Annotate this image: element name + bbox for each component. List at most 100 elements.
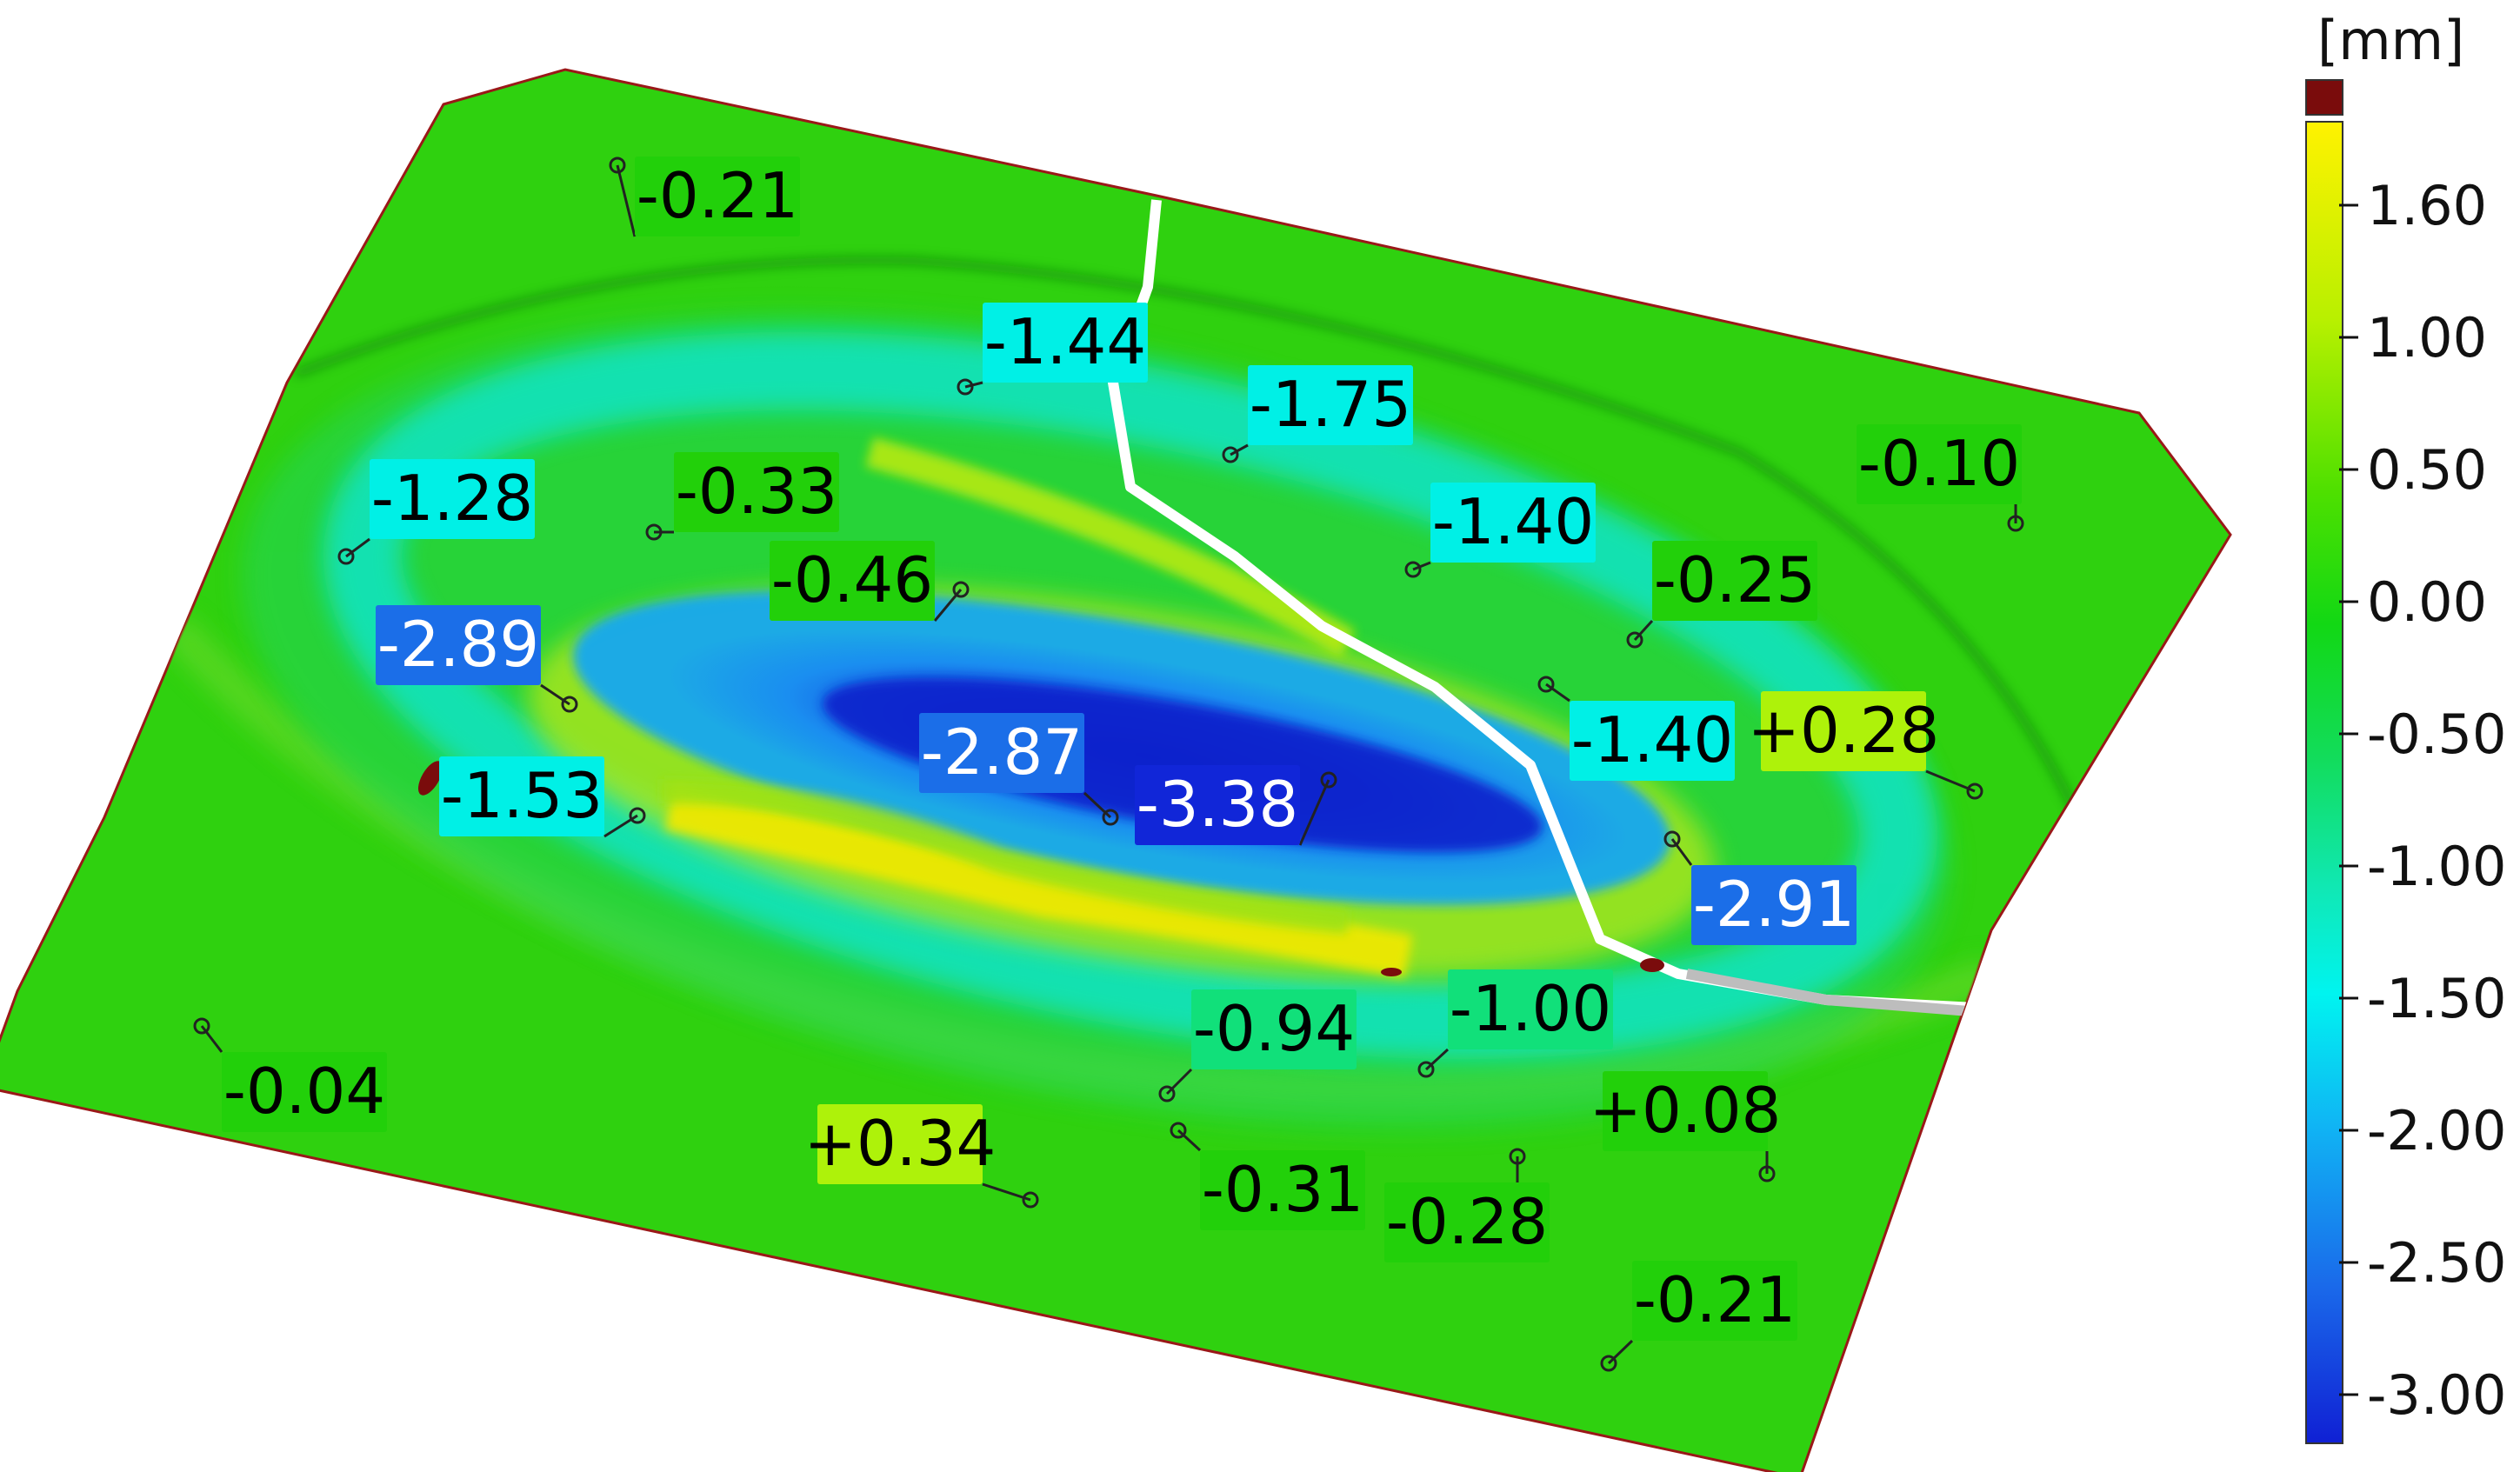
deviation-value: +0.34 bbox=[804, 1107, 997, 1180]
deviation-value: -0.33 bbox=[676, 455, 837, 528]
leader-line bbox=[1177, 1129, 1202, 1152]
deviation-value: -1.00 bbox=[1450, 972, 1611, 1045]
label-box bbox=[1691, 865, 1857, 945]
deviation-label: -0.25 bbox=[1626, 541, 1817, 649]
label-box bbox=[1448, 969, 1613, 1049]
deviation-label: -1.40 bbox=[1537, 676, 1735, 781]
scale-tick-label: -2.50 bbox=[2367, 1231, 2506, 1295]
deviation-value: -2.91 bbox=[1693, 868, 1855, 941]
label-box bbox=[1135, 765, 1300, 845]
scale-tick-label: 1.00 bbox=[2367, 306, 2487, 370]
scale-tick-label: -1.50 bbox=[2367, 967, 2506, 1030]
deviation-label: +0.34 bbox=[804, 1104, 1039, 1209]
measurement-point bbox=[1158, 1085, 1176, 1102]
label-box bbox=[1632, 1261, 1797, 1341]
leader-line bbox=[1925, 769, 1976, 793]
measurement-point bbox=[337, 548, 355, 565]
leader-line bbox=[1607, 1339, 1634, 1365]
color-bar bbox=[2305, 121, 2343, 1444]
color-scale-legend: [mm] 1.60 1.00 0.50 0.00 -0.50 -1.00 -1.50 -2.0… bbox=[2305, 9, 2506, 1444]
scale-tick-label: -1.00 bbox=[2367, 835, 2506, 898]
label-box bbox=[983, 303, 1148, 383]
label-box bbox=[1191, 989, 1357, 1069]
leader-line bbox=[1230, 443, 1249, 456]
label-box bbox=[1603, 1071, 1768, 1151]
label-box bbox=[376, 605, 541, 685]
label-box bbox=[817, 1104, 983, 1184]
deviation-value: -0.21 bbox=[1634, 1263, 1796, 1336]
deviation-label: -2.91 bbox=[1663, 830, 1857, 945]
deviation-value: -1.28 bbox=[371, 462, 533, 535]
legend-unit: [mm] bbox=[2317, 9, 2464, 72]
deviation-value: -1.40 bbox=[1571, 703, 1733, 776]
measurement-point bbox=[629, 807, 646, 824]
measurement-point bbox=[1537, 676, 1555, 693]
deviation-label: -2.89 bbox=[376, 605, 578, 713]
deviation-label: -1.28 bbox=[337, 459, 535, 565]
label-box bbox=[1857, 424, 2022, 504]
deviation-value: -0.04 bbox=[223, 1055, 385, 1128]
deviation-value: -3.38 bbox=[1137, 768, 1298, 841]
measurement-point bbox=[1600, 1355, 1617, 1372]
deviation-value: +0.28 bbox=[1748, 694, 1940, 767]
deviation-label: -1.53 bbox=[439, 756, 646, 838]
measurement-point bbox=[193, 1017, 210, 1035]
deviation-value: -0.31 bbox=[1202, 1153, 1363, 1226]
label-box bbox=[1384, 1182, 1550, 1262]
measurement-point bbox=[952, 581, 970, 598]
deviation-label: -2.87 bbox=[919, 713, 1119, 826]
leader-line bbox=[1424, 1048, 1450, 1071]
measurement-point bbox=[1404, 561, 1422, 578]
measurement-point bbox=[1102, 809, 1119, 826]
deviation-label: -0.10 bbox=[1857, 424, 2024, 532]
leader-line bbox=[345, 537, 370, 558]
deviation-value: -0.28 bbox=[1386, 1185, 1548, 1258]
measurement-point bbox=[2007, 515, 2024, 532]
label-box bbox=[919, 713, 1084, 793]
leader-line bbox=[616, 164, 637, 237]
measurement-point bbox=[1966, 783, 1983, 800]
label-box bbox=[635, 157, 800, 236]
deviation-label: -0.21 bbox=[1600, 1261, 1797, 1372]
label-box bbox=[1761, 691, 1926, 771]
label-box bbox=[439, 756, 604, 836]
deviation-value: -2.89 bbox=[377, 608, 539, 681]
measurement-point bbox=[1417, 1061, 1435, 1078]
deviation-value: -2.87 bbox=[921, 716, 1083, 789]
scale-tick-label: 0.50 bbox=[2367, 438, 2487, 502]
deviation-value: -0.10 bbox=[1858, 427, 2020, 500]
deviation-label: -0.31 bbox=[1170, 1122, 1365, 1230]
leader-line bbox=[1670, 838, 1693, 866]
deviation-label: +0.08 bbox=[1590, 1071, 1782, 1182]
leader-line bbox=[1412, 561, 1431, 571]
deviation-label: -1.44 bbox=[957, 303, 1148, 396]
measurement-point bbox=[1222, 446, 1239, 463]
deviation-value: -1.40 bbox=[1432, 485, 1594, 558]
scale-tick-label: -2.00 bbox=[2367, 1099, 2506, 1162]
leader-line bbox=[200, 1025, 223, 1053]
measurement-point bbox=[1663, 830, 1681, 848]
deviation-value: -0.21 bbox=[637, 159, 798, 232]
measurement-point bbox=[1022, 1191, 1039, 1209]
leader-line bbox=[982, 1182, 1031, 1202]
leader-line bbox=[1545, 683, 1570, 703]
label-box bbox=[770, 541, 935, 621]
label-box bbox=[1652, 541, 1817, 621]
leader-line bbox=[1298, 779, 1330, 846]
deviation-label: -0.04 bbox=[193, 1017, 387, 1132]
scale-tick-label: 1.60 bbox=[2367, 174, 2487, 237]
deviation-value: -0.46 bbox=[771, 543, 933, 616]
deviation-label: -0.94 bbox=[1158, 989, 1357, 1102]
deviation-label: -1.00 bbox=[1417, 969, 1613, 1078]
deviation-labels: -0.21 -1.44 -1.75 -0.10 -1.28 -0.33 -0.46 -1.40… bbox=[193, 157, 2024, 1372]
label-box bbox=[1200, 1150, 1365, 1230]
deviation-value: +0.08 bbox=[1590, 1074, 1782, 1147]
measurement-point bbox=[1170, 1122, 1187, 1139]
deviation-label: -0.28 bbox=[1384, 1148, 1550, 1262]
label-box bbox=[370, 459, 535, 539]
over-range-swatch bbox=[2305, 79, 2343, 116]
deviation-label: +0.28 bbox=[1748, 691, 1983, 800]
measurement-point bbox=[645, 523, 663, 541]
